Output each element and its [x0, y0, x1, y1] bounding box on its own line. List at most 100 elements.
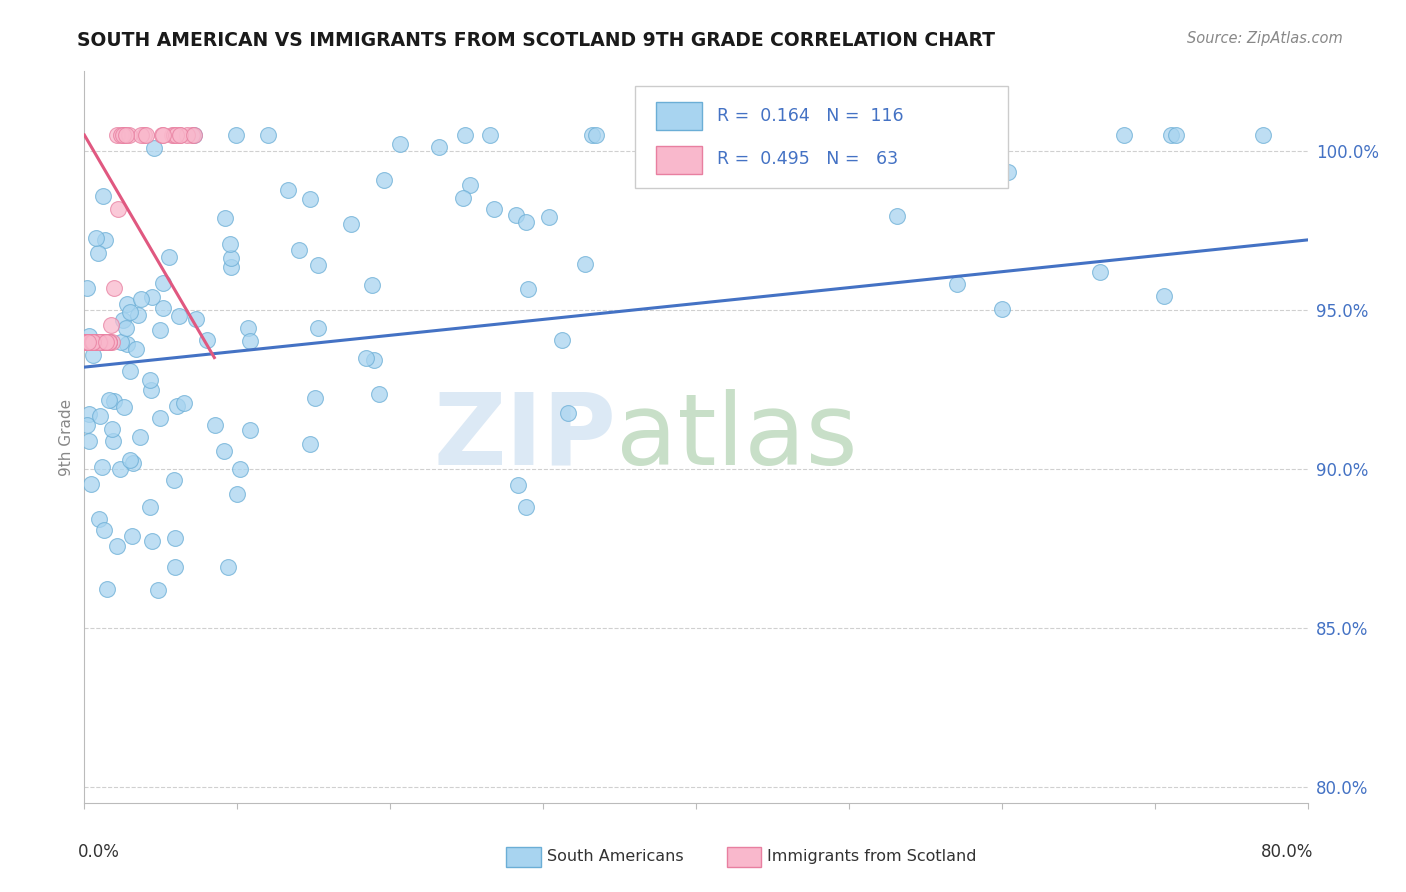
- Point: [91, 334, 114, 349]
- Point: [101, 422, 124, 436]
- Point: [304, 391, 326, 405]
- Point: [204, 418, 226, 433]
- Y-axis label: 9th Grade: 9th Grade: [59, 399, 75, 475]
- Point: [83, 334, 105, 349]
- Point: [173, 396, 195, 410]
- Point: [84, 334, 107, 349]
- Point: [373, 173, 395, 187]
- Point: [886, 209, 908, 223]
- FancyBboxPatch shape: [727, 847, 761, 867]
- Point: [79, 334, 101, 349]
- Point: [165, 531, 187, 545]
- Point: [75, 334, 97, 349]
- Point: [1114, 128, 1136, 142]
- Point: [76, 417, 98, 432]
- Point: [75, 334, 97, 349]
- Point: [166, 400, 188, 414]
- Point: [105, 539, 128, 553]
- Point: [111, 312, 134, 326]
- Point: [515, 215, 537, 229]
- Point: [127, 308, 149, 322]
- Point: [132, 128, 155, 142]
- Point: [163, 559, 186, 574]
- Point: [1153, 289, 1175, 303]
- Point: [75, 334, 97, 349]
- Text: R =  0.164   N =  116: R = 0.164 N = 116: [717, 107, 904, 125]
- Point: [141, 290, 163, 304]
- Text: 80.0%: 80.0%: [1261, 843, 1313, 861]
- Point: [163, 128, 186, 142]
- Text: ZIP: ZIP: [433, 389, 616, 485]
- Point: [111, 128, 134, 142]
- FancyBboxPatch shape: [506, 847, 541, 867]
- Point: [451, 191, 474, 205]
- Point: [389, 136, 412, 151]
- Point: [340, 217, 363, 231]
- Text: 0.0%: 0.0%: [79, 843, 120, 861]
- Point: [75, 334, 97, 349]
- Point: [160, 128, 183, 142]
- Point: [82, 334, 104, 349]
- Point: [239, 334, 262, 349]
- Point: [79, 334, 101, 349]
- Point: [506, 478, 529, 492]
- Point: [118, 305, 141, 319]
- Point: [103, 281, 125, 295]
- Point: [76, 281, 98, 295]
- Point: [484, 202, 506, 217]
- Point: [165, 128, 187, 142]
- Point: [115, 296, 138, 310]
- Point: [307, 259, 329, 273]
- Point: [804, 159, 827, 173]
- Point: [75, 334, 97, 349]
- Point: [77, 434, 100, 449]
- Point: [169, 128, 191, 142]
- Point: [239, 423, 262, 437]
- Point: [89, 334, 111, 349]
- Point: [287, 243, 309, 257]
- Point: [221, 260, 243, 274]
- Point: [135, 128, 157, 142]
- Point: [125, 343, 148, 357]
- Point: [184, 312, 207, 326]
- Point: [256, 128, 278, 142]
- Point: [77, 334, 100, 349]
- Point: [114, 128, 136, 142]
- Point: [118, 364, 141, 378]
- Point: [105, 128, 128, 142]
- Point: [217, 560, 239, 574]
- Point: [361, 277, 384, 292]
- FancyBboxPatch shape: [636, 86, 1008, 188]
- Point: [89, 334, 111, 349]
- Point: [75, 334, 97, 349]
- Point: [225, 128, 247, 142]
- Point: [75, 334, 97, 349]
- Point: [94, 334, 117, 349]
- Text: Immigrants from Scotland: Immigrants from Scotland: [766, 849, 976, 864]
- Point: [585, 128, 607, 142]
- Point: [163, 474, 186, 488]
- Point: [129, 292, 152, 306]
- Point: [82, 334, 104, 349]
- Point: [146, 583, 169, 598]
- Point: [118, 128, 141, 142]
- Point: [100, 334, 122, 349]
- Point: [96, 334, 118, 349]
- Point: [80, 334, 103, 349]
- Point: [219, 236, 242, 251]
- Point: [107, 202, 129, 217]
- Point: [214, 211, 236, 226]
- Point: [152, 128, 174, 142]
- Point: [118, 453, 141, 467]
- Point: [75, 334, 97, 349]
- Point: [82, 334, 104, 349]
- Point: [581, 128, 603, 142]
- Point: [363, 353, 385, 368]
- Point: [79, 334, 101, 349]
- Point: [97, 393, 120, 408]
- Point: [990, 302, 1012, 317]
- Point: [87, 246, 110, 260]
- Point: [368, 387, 391, 401]
- Point: [157, 250, 180, 264]
- Point: [98, 334, 121, 349]
